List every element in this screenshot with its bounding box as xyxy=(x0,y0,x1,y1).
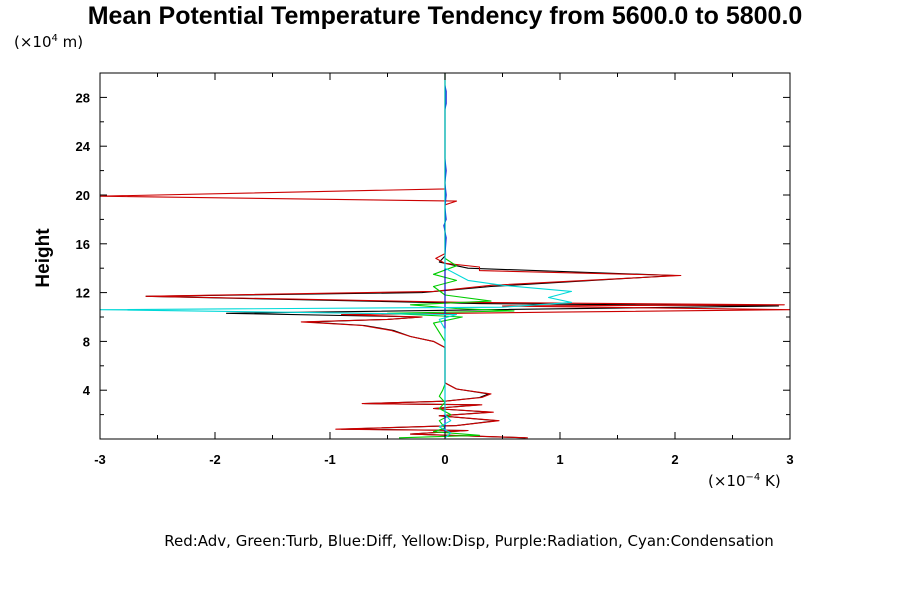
y-tick-label: 8 xyxy=(83,334,90,349)
x-tick-label: -2 xyxy=(209,452,221,467)
x-tick-label: 1 xyxy=(556,452,563,467)
x-axis-scale-label: (×10−4 K) xyxy=(708,472,781,490)
series-group xyxy=(100,73,790,439)
y-axis-label: Height xyxy=(33,228,54,288)
x-tick-label: 3 xyxy=(786,452,793,467)
y-tick-label: 28 xyxy=(76,90,90,105)
y-axis-scale-label: (×104 m) xyxy=(14,33,84,51)
y-tick-label: 12 xyxy=(76,286,90,301)
x-tick-label: -3 xyxy=(94,452,106,467)
y-tick-label: 24 xyxy=(76,139,91,154)
y-tick-label: 4 xyxy=(83,383,91,398)
x-tick-label: 0 xyxy=(441,452,448,467)
x-tick-label: -1 xyxy=(324,452,336,467)
chart-title: Mean Potential Temperature Tendency from… xyxy=(87,2,803,30)
legend-caption: Red:Adv, Green:Turb, Blue:Diff, Yellow:D… xyxy=(164,532,774,550)
y-tick-label: 16 xyxy=(76,237,90,252)
y-tick-label: 20 xyxy=(76,188,90,203)
series-line-turb xyxy=(386,73,515,439)
series-line-total xyxy=(145,73,780,439)
x-tick-label: 2 xyxy=(671,452,678,467)
series-line-condensation xyxy=(100,73,573,439)
